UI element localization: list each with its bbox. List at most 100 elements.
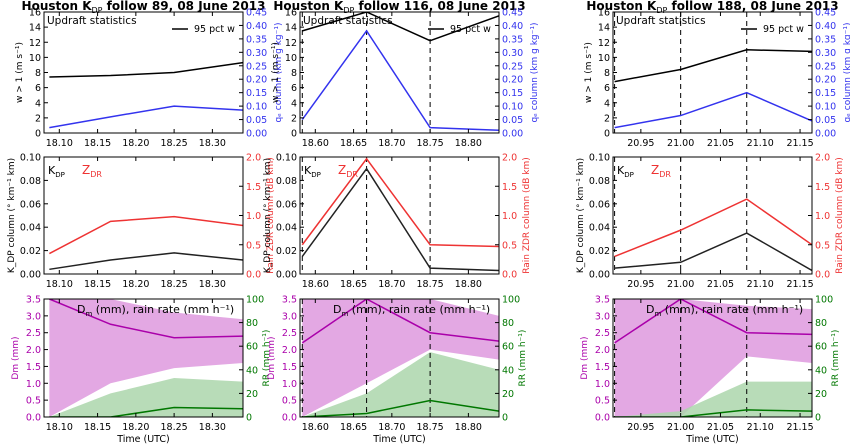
ytick-label-right: 20	[502, 389, 514, 400]
ytick-label-right: 1.5	[246, 182, 261, 193]
ytick-label-right: 100	[502, 295, 520, 306]
ytick-label-right: 40	[815, 365, 827, 376]
ytick-label-left: 6	[604, 83, 610, 94]
xtick-label: 18.20	[122, 138, 149, 149]
plot-area	[301, 157, 499, 274]
ytick-label-left: 8	[604, 68, 610, 79]
ylabel-left: Dm (mm)	[11, 336, 21, 379]
ytick-label-left: 3.5	[26, 295, 41, 306]
subplot-updraft: 0 2 4 6 8 10 12 14 16 0.00 0.05 0.10 0.15 0.20 0.25 0.3…	[271, 8, 540, 150]
legend-label: 95 pct w	[450, 24, 491, 35]
ytick-label-left: 3.0	[26, 311, 41, 322]
ytick-label-left: 2.0	[282, 345, 297, 356]
ytick-label-left: 16	[29, 8, 41, 19]
panel-title: Houston KDP follow 188, 08 June 2013	[586, 0, 838, 15]
ytick-label-left: 3.5	[282, 295, 297, 306]
ytick-label-right: 0.10	[815, 102, 836, 113]
xtick-label: 18.10	[46, 422, 73, 433]
ytick-label-left: 14	[29, 23, 41, 34]
ytick-label-left: 1.5	[595, 362, 610, 373]
ytick-label-left: 1.0	[595, 379, 610, 390]
ytick-label-right: 40	[502, 365, 514, 376]
ytick-label-left: 14	[285, 23, 297, 34]
axes-frame	[612, 298, 813, 418]
ytick-label-left: 12	[29, 38, 41, 49]
ylabel-right: qₑ column (km g kg⁻¹)	[274, 22, 284, 122]
ytick-label-left: 0.0	[595, 413, 610, 424]
series-qe-column	[301, 29, 499, 132]
ytick-label-right: 1.5	[502, 182, 517, 193]
ytick-label-right: 0.0	[815, 270, 830, 281]
ytick-label-left: 0.5	[282, 396, 297, 407]
subplot-title: Dm (mm), rain rate (mm h⁻¹)	[333, 303, 490, 318]
ytick-label-left: 3.5	[595, 295, 610, 306]
ytick-label-right: 2.0	[815, 153, 830, 164]
ytick-label-left: 0.5	[595, 396, 610, 407]
ytick-label-right: 1.0	[815, 211, 830, 222]
ytick-label-left: 0.00	[20, 270, 41, 281]
xtick-label: 21.00	[667, 422, 694, 433]
subplot-title: Updraft statistics	[47, 15, 137, 27]
xtick-label: 18.65	[340, 279, 367, 290]
xtick-label: 21.05	[707, 279, 734, 290]
xtick-label: 18.80	[455, 422, 482, 433]
subplot-dm-rr: 0.0 0.5 1.0 1.5 2.0 2.5 3.0 3.5 0 20 40 60 80 100 20.9…	[580, 295, 841, 445]
ytick-label-right: 0	[815, 413, 821, 424]
ytick-label-left: 4	[604, 98, 610, 109]
ylabel-left: K_DP column (° km⁻¹ km)	[7, 158, 17, 273]
ytick-label-right: 0.20	[815, 75, 836, 86]
plot-area	[49, 299, 243, 417]
ytick-label-right: 0.25	[502, 61, 523, 72]
series-rr-median	[614, 409, 812, 417]
ytick-label-right: 20	[815, 389, 827, 400]
panel-title: Houston KDP follow 116, 08 June 2013	[273, 0, 525, 15]
ytick-label-right: 0.5	[502, 240, 517, 251]
ytick-label-left: 8	[291, 68, 297, 79]
xtick-label: 18.25	[161, 138, 188, 149]
ylabel-right: qₑ column (km g kg⁻¹)	[530, 22, 540, 122]
ytick-label-left: 2.5	[282, 328, 297, 339]
ytick-label-left: 0.0	[26, 413, 41, 424]
ytick-label-left: 1.0	[26, 379, 41, 390]
xtick-label: 21.05	[707, 422, 734, 433]
ytick-label-right: 0	[502, 413, 508, 424]
ytick-label-right: 0.25	[815, 61, 836, 72]
xtick-label: 18.15	[84, 422, 111, 433]
ytick-label-left: 0	[291, 129, 297, 140]
xtick-label: 18.30	[199, 138, 226, 149]
ytick-label-right: 80	[246, 318, 258, 329]
ylabel-right: RR (mm h⁻¹)	[518, 330, 528, 387]
ytick-label-left: 0.04	[20, 223, 41, 234]
xtick-label: 20.95	[627, 422, 654, 433]
ytick-label-left: 2	[35, 113, 41, 124]
ytick-label-right: 0.5	[246, 240, 261, 251]
subplot-kdp-zdr: 0.00 0.02 0.04 0.06 0.08 0.10 0.0 0.5 1.0 1.5 2.0 1…	[263, 153, 532, 291]
ylabel-right: Rain ZDR column (dB km)	[835, 157, 845, 274]
plot-area	[614, 299, 812, 417]
xtick-label: 21.15	[786, 422, 813, 433]
ytick-label-right: 0.35	[502, 34, 523, 45]
ytick-label-left: 2.0	[595, 345, 610, 356]
ytick-label-right: 0.30	[246, 48, 267, 59]
ytick-label-right: 1.0	[246, 211, 261, 222]
ytick-label-left: 2.5	[26, 328, 41, 339]
ylabel-right: Rain ZDR column (dB km)	[266, 157, 276, 274]
panel-title: Houston KDP follow 89, 08 June 2013	[22, 0, 266, 15]
ytick-label-left: 0.00	[276, 270, 297, 281]
ytick-label-right: 60	[502, 342, 514, 353]
xtick-label: 18.80	[455, 138, 482, 149]
ylabel-left: w > 1 (m s⁻¹)	[271, 42, 281, 103]
kdp-label: KDP	[304, 164, 321, 179]
ylabel-left: w > 1 (m s⁻¹)	[584, 42, 594, 103]
legend-label: 95 pct w	[763, 24, 804, 35]
ytick-label-left: 1.0	[282, 379, 297, 390]
ytick-label-left: 6	[291, 83, 297, 94]
ytick-label-left: 10	[285, 53, 297, 64]
ytick-label-left: 2.0	[26, 345, 41, 356]
subplot-title: Updraft statistics	[616, 15, 706, 27]
kdp-label: KDP	[617, 164, 634, 179]
ytick-label-left: 2	[604, 113, 610, 124]
xtick-label: 20.95	[627, 138, 654, 149]
ytick-label-left: 0.06	[589, 199, 610, 210]
xtick-label: 18.15	[84, 138, 111, 149]
